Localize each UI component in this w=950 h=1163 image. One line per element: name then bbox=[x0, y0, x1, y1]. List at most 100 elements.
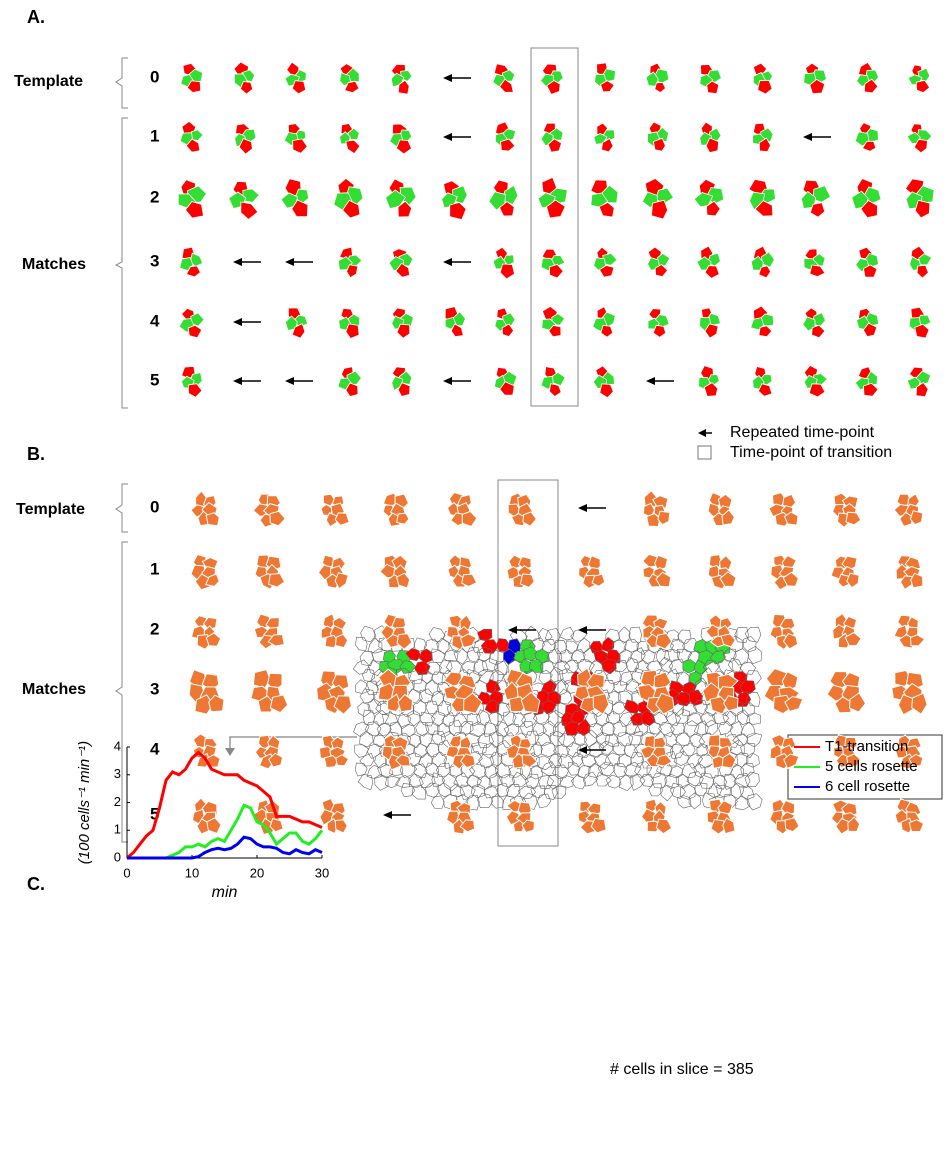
tissue-cell bbox=[426, 701, 438, 714]
row-number: 4 bbox=[150, 739, 160, 758]
cell-glyph bbox=[708, 735, 736, 769]
x-axis-label: min bbox=[212, 884, 238, 901]
cell-glyph bbox=[643, 554, 671, 587]
cell-glyph bbox=[390, 124, 412, 154]
cell-glyph bbox=[855, 367, 878, 397]
cell bbox=[292, 81, 305, 94]
cell-glyph bbox=[493, 247, 514, 279]
arrow-head bbox=[578, 504, 587, 512]
tissue-cell bbox=[390, 722, 402, 737]
cell-glyph bbox=[391, 64, 412, 94]
tissue-cell bbox=[360, 689, 375, 703]
cell-glyph bbox=[447, 615, 476, 650]
arrow-head bbox=[443, 133, 452, 141]
cell-glyph bbox=[764, 669, 803, 714]
cell bbox=[501, 139, 515, 151]
panel-label: C. bbox=[27, 874, 45, 894]
cell-glyph bbox=[339, 308, 360, 338]
cell bbox=[346, 140, 360, 154]
cell-glyph bbox=[708, 493, 734, 526]
cell-glyph bbox=[448, 492, 477, 526]
cell bbox=[188, 384, 202, 398]
cell-glyph bbox=[193, 798, 222, 834]
tissue-cell bbox=[425, 783, 439, 798]
cell-glyph bbox=[334, 178, 363, 218]
cell-glyph bbox=[894, 494, 923, 527]
cell-glyph bbox=[857, 308, 879, 336]
tissue-cell bbox=[432, 711, 445, 726]
cell bbox=[335, 820, 347, 833]
row-number: 2 bbox=[150, 187, 159, 206]
cell-glyph bbox=[833, 493, 861, 527]
cell bbox=[601, 325, 613, 337]
tissue-cell bbox=[624, 700, 639, 714]
tissue-cell bbox=[560, 627, 574, 640]
cell-glyph bbox=[445, 307, 465, 337]
matches-label: Matches bbox=[22, 681, 86, 698]
cell-glyph bbox=[753, 367, 772, 397]
cell-glyph bbox=[642, 799, 672, 834]
tissue-cell bbox=[689, 690, 703, 706]
cell-glyph bbox=[892, 671, 927, 715]
y-tick-label: 4 bbox=[114, 738, 121, 753]
tissue-cell bbox=[694, 721, 708, 735]
tissue-cell bbox=[385, 776, 400, 788]
cell-glyph bbox=[448, 555, 477, 587]
tissue-cell bbox=[415, 661, 431, 675]
row-number: 1 bbox=[150, 559, 159, 578]
cell-glyph bbox=[594, 247, 617, 277]
tissue-cell bbox=[431, 796, 444, 809]
cell bbox=[916, 80, 929, 92]
cell-glyph bbox=[179, 308, 204, 338]
cell-glyph bbox=[256, 735, 283, 769]
cell bbox=[600, 384, 614, 398]
cell-glyph bbox=[833, 614, 861, 648]
cell-glyph bbox=[648, 247, 670, 277]
cell bbox=[785, 818, 799, 832]
tissue-cell bbox=[748, 794, 763, 810]
cell bbox=[188, 325, 202, 338]
cell-glyph bbox=[908, 65, 930, 93]
arrow-head bbox=[233, 318, 242, 326]
cell-glyph bbox=[831, 800, 859, 834]
tissue-cell bbox=[571, 650, 585, 664]
cell-glyph bbox=[706, 615, 735, 647]
cell-glyph bbox=[856, 247, 879, 277]
cell-glyph bbox=[507, 735, 537, 769]
pointer-head bbox=[225, 748, 235, 756]
cell-glyph bbox=[192, 616, 221, 650]
cell-glyph bbox=[648, 309, 669, 338]
tissue-cell bbox=[358, 774, 373, 790]
arrow-head bbox=[803, 133, 812, 141]
tissue-cell bbox=[425, 744, 439, 757]
cell-glyph bbox=[804, 63, 827, 93]
arrow-head bbox=[578, 626, 587, 634]
cell bbox=[396, 140, 411, 154]
cell-glyph bbox=[803, 308, 826, 338]
cell-glyph bbox=[383, 493, 409, 526]
cell bbox=[809, 384, 825, 397]
cell-glyph bbox=[339, 247, 362, 278]
cell bbox=[658, 511, 670, 524]
cell-glyph bbox=[697, 246, 720, 278]
cell-glyph bbox=[386, 179, 417, 217]
tissue-cell bbox=[577, 638, 590, 653]
cell-glyph bbox=[771, 555, 799, 590]
cell-glyph bbox=[340, 124, 360, 154]
tissue-cell bbox=[529, 766, 543, 779]
cell-glyph bbox=[831, 556, 859, 588]
cell-glyph bbox=[593, 366, 614, 398]
cell-glyph bbox=[285, 62, 306, 94]
cell-glyph bbox=[769, 493, 798, 527]
cell-glyph bbox=[541, 367, 565, 397]
row-number: 0 bbox=[150, 67, 159, 86]
cell-glyph bbox=[852, 179, 881, 218]
tissue-cell bbox=[420, 712, 435, 726]
y-tick-label: 0 bbox=[114, 849, 121, 864]
tissue-cell bbox=[431, 649, 445, 663]
tissue-cell bbox=[748, 646, 762, 663]
cell-glyph bbox=[447, 800, 475, 834]
x-tick-label: 0 bbox=[123, 865, 130, 880]
tissue-cell bbox=[548, 710, 563, 727]
arrow-head bbox=[233, 377, 242, 385]
